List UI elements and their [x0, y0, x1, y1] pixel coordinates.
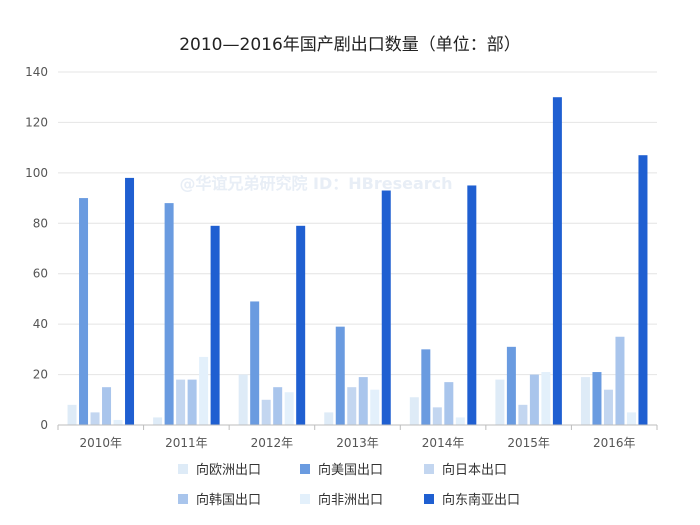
legend-swatch — [424, 464, 434, 474]
bar — [187, 379, 197, 425]
bar — [421, 349, 431, 425]
y-tick-label: 40 — [33, 317, 48, 331]
bar — [113, 419, 123, 425]
bar — [90, 412, 100, 425]
bar — [102, 387, 112, 425]
legend-label: 向韩国出口 — [196, 492, 261, 508]
bar — [238, 374, 248, 425]
legend-swatch — [300, 464, 310, 474]
bar — [125, 177, 135, 425]
legend-swatch — [300, 494, 310, 504]
y-tick-label: 80 — [33, 216, 48, 230]
bar — [250, 301, 260, 425]
legend-label: 向日本出口 — [442, 462, 507, 478]
watermark-text: @华谊兄弟研究院 ID：HBresearch — [179, 174, 452, 193]
legend-label: 向欧洲出口 — [196, 462, 261, 478]
bar — [210, 225, 220, 425]
bar — [324, 412, 334, 425]
bar — [529, 374, 539, 425]
legend-swatch — [424, 494, 434, 504]
bar — [455, 417, 465, 425]
bar — [603, 389, 613, 425]
bar — [79, 198, 89, 425]
y-tick-label: 140 — [25, 65, 48, 79]
bar — [358, 377, 368, 425]
bar — [335, 326, 345, 425]
bar — [638, 155, 648, 425]
bar — [296, 225, 306, 425]
y-tick-label: 60 — [33, 267, 48, 281]
bar — [370, 389, 380, 425]
bar — [495, 379, 505, 425]
legend-swatch — [178, 464, 188, 474]
legend-label: 向非洲出口 — [318, 492, 383, 508]
bar — [615, 336, 625, 425]
x-tick-label: 2015年 — [507, 436, 550, 450]
bar — [273, 387, 283, 425]
bar — [541, 372, 551, 425]
bar — [506, 346, 516, 425]
y-tick-label: 0 — [40, 418, 48, 432]
bar — [164, 203, 174, 425]
legend-label: 向美国出口 — [318, 462, 383, 478]
bar — [552, 97, 562, 425]
bar — [518, 404, 528, 425]
bar — [626, 412, 636, 425]
bar — [432, 407, 442, 425]
legend-label: 向东南亚出口 — [442, 492, 520, 508]
x-tick-label: 2014年 — [422, 436, 465, 450]
x-tick-label: 2013年 — [336, 436, 379, 450]
bar — [467, 185, 477, 425]
chart-title: 2010—2016年国产剧出口数量（单位：部） — [179, 35, 521, 55]
bar — [580, 377, 590, 425]
y-tick-label: 120 — [25, 115, 48, 129]
bar — [199, 356, 209, 425]
bar — [176, 379, 186, 425]
bar — [347, 387, 357, 425]
bar — [67, 404, 77, 425]
x-tick-label: 2012年 — [251, 436, 294, 450]
bar — [381, 190, 391, 425]
y-tick-label: 100 — [25, 166, 48, 180]
x-tick-label: 2016年 — [593, 436, 636, 450]
legend-swatch — [178, 494, 188, 504]
x-tick-label: 2011年 — [165, 436, 208, 450]
x-tick-label: 2010年 — [80, 436, 123, 450]
bar — [284, 392, 294, 425]
bar — [444, 382, 454, 425]
bar — [409, 397, 419, 425]
bar — [153, 417, 163, 425]
bar — [592, 372, 602, 425]
bar — [261, 399, 271, 425]
y-tick-label: 20 — [33, 368, 48, 382]
